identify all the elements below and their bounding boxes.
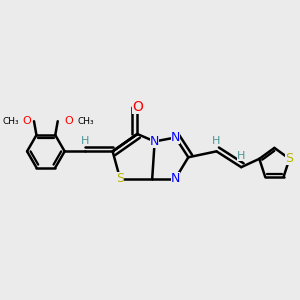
Text: CH₃: CH₃ (3, 117, 20, 126)
Text: N: N (171, 172, 180, 185)
Text: H: H (237, 152, 245, 161)
Text: O: O (22, 116, 31, 126)
Text: N: N (150, 135, 159, 148)
Text: S: S (285, 152, 293, 165)
Text: N: N (171, 131, 180, 144)
Text: O: O (64, 116, 73, 126)
Text: H: H (212, 136, 221, 146)
Text: O: O (132, 100, 143, 114)
Text: H: H (81, 136, 90, 146)
Text: S: S (116, 172, 124, 185)
Text: CH₃: CH₃ (77, 117, 94, 126)
